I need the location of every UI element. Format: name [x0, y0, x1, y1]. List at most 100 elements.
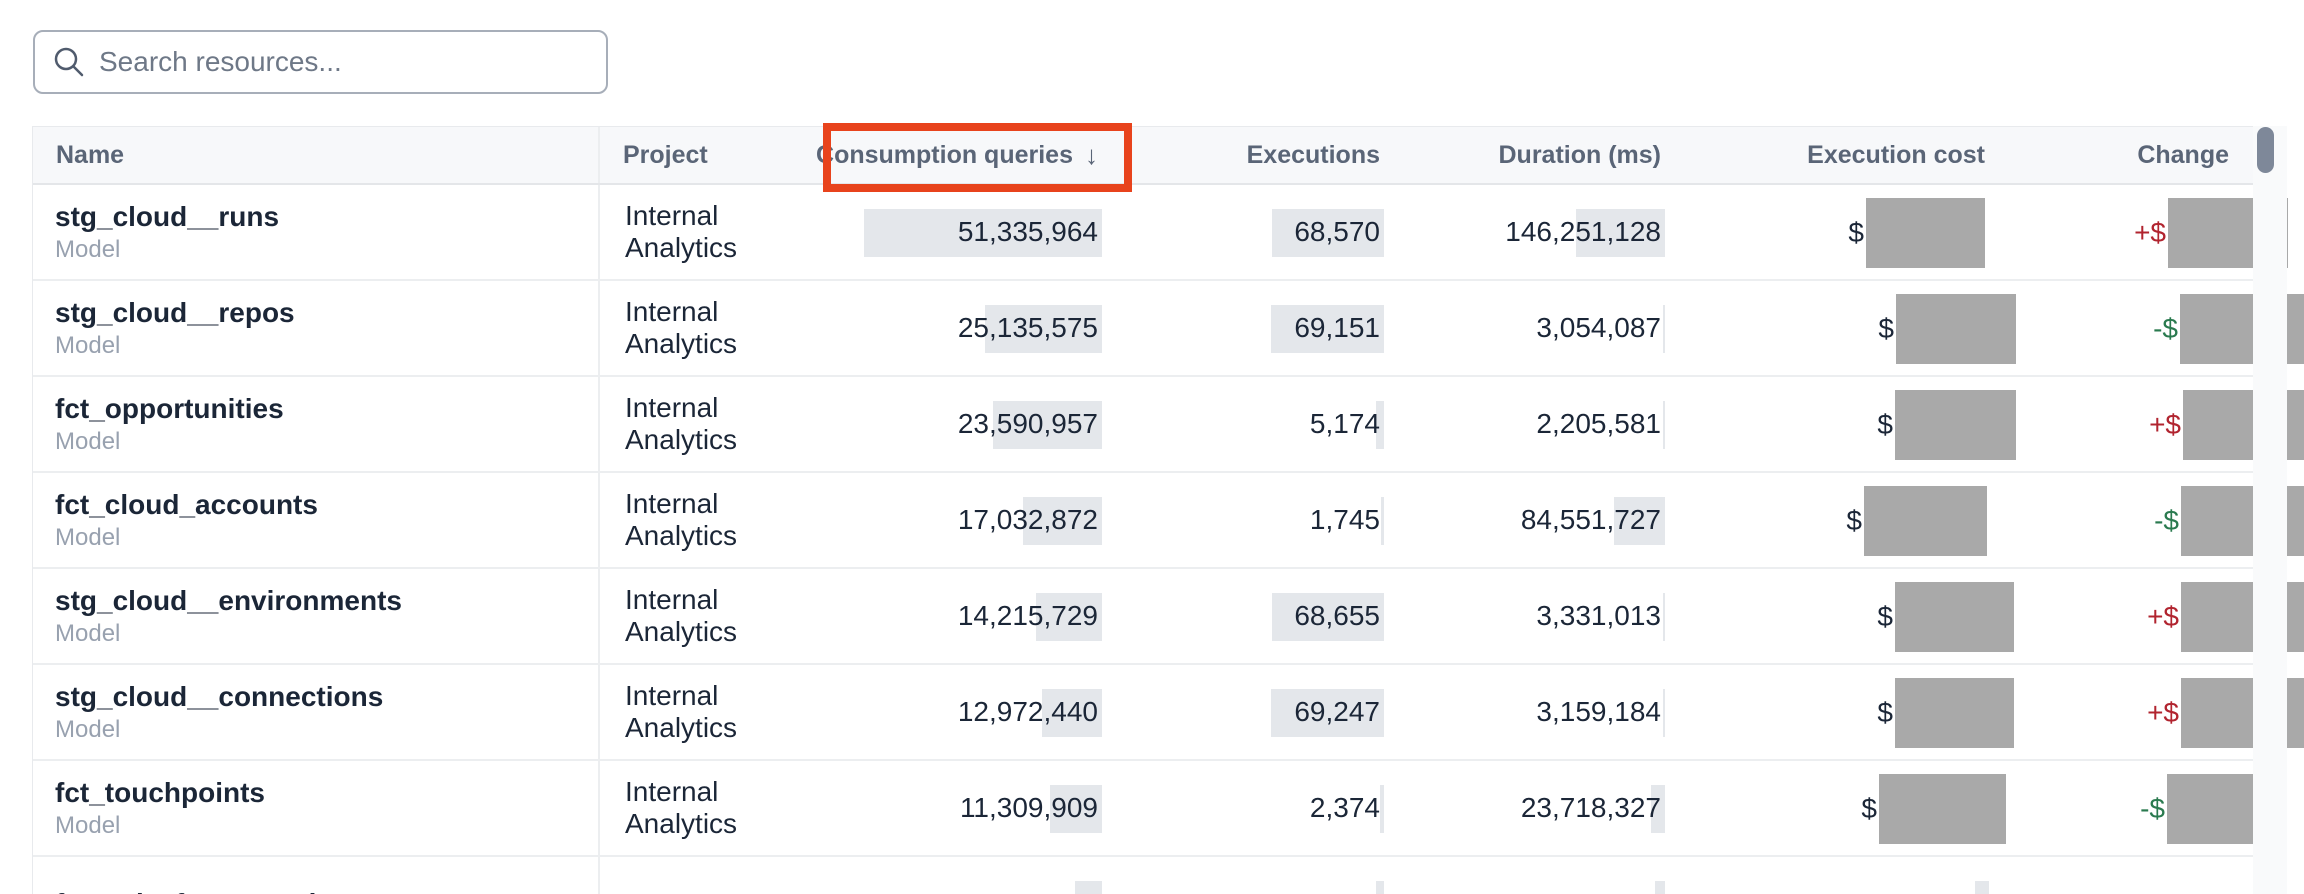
header-label: Project [623, 140, 708, 169]
header-label: Execution cost [1807, 140, 1985, 169]
cell-name: fct_cloud_accounts Model [33, 473, 600, 567]
search-input[interactable] [99, 46, 588, 78]
cell-name: stg_cloud__repos Model [33, 281, 600, 375]
value-heatmap-bar [1042, 689, 1102, 737]
cost-currency-sign: $ [1861, 793, 1877, 824]
table-row[interactable]: stg_cloud__connections Model Internal An… [33, 665, 2304, 761]
header-consumption[interactable]: Consumption queries ↓ [816, 127, 1122, 183]
redacted-cost-value [1895, 390, 2016, 460]
cell-project: Internal Analytics [600, 185, 830, 279]
duration-value: 3,159,184 [1536, 696, 1661, 727]
project-name: Internal Analytics [625, 680, 738, 743]
sort-desc-icon: ↓ [1085, 139, 1098, 170]
resource-name[interactable]: stg_cloud__runs [55, 201, 280, 232]
value-heatmap-bar [864, 209, 1102, 257]
resource-name[interactable]: stg_cloud__repos [55, 297, 295, 328]
search-icon [53, 46, 85, 78]
value-heatmap-bar [1614, 497, 1665, 545]
consumption-value: 11,309,909 [959, 792, 1098, 823]
cell-duration: 146,251,128 [1404, 185, 1685, 279]
resources-table: Name Project Consumption queries ↓ Execution… [32, 126, 2304, 894]
duration-value: 3,054,087 [1536, 312, 1661, 343]
header-project[interactable]: Project [600, 127, 830, 183]
table-row[interactable]: stg_cloud__repos Model Internal Analytic… [33, 281, 2304, 377]
redacted-cost-value [1896, 294, 2016, 364]
resource-name[interactable]: stg_cloud__connections [55, 681, 384, 712]
table-row[interactable]: fct_opportunities Model Internal Analyti… [33, 377, 2304, 473]
resource-type: Model [55, 812, 121, 839]
change-sign: -$ [2153, 313, 2178, 344]
value-heatmap-bar [1651, 785, 1665, 833]
change-sign: +$ [2149, 409, 2181, 440]
duration-value: 3,331,013 [1536, 600, 1661, 631]
scrollbar-track[interactable] [2253, 126, 2287, 894]
cell-consumption: 11,309,909 [830, 761, 1122, 855]
project-name: Internal Analytics [625, 392, 738, 455]
redacted-cost-value [1895, 582, 2014, 652]
change-sign: +$ [2147, 697, 2179, 728]
cost-currency-sign: $ [1878, 313, 1894, 344]
scrollbar-thumb[interactable] [2257, 127, 2274, 173]
cell-duration: 3,054,087 [1404, 281, 1685, 375]
resource-type: Model [55, 716, 121, 743]
header-duration[interactable]: Duration (ms) [1404, 127, 1685, 183]
value-heatmap-bar [1663, 689, 1665, 737]
cell-duration: 23,718,327 [1404, 761, 1685, 855]
change-sign: +$ [2134, 217, 2166, 248]
value-heatmap-bar [1663, 305, 1665, 353]
cell-executions: 69,247 [1122, 665, 1404, 759]
resource-type: Model [55, 428, 121, 455]
header-label: Consumption queries [816, 140, 1073, 169]
cell-executions: 68,655 [1122, 569, 1404, 663]
cell-project: Internal Analytics [600, 761, 830, 855]
cell-consumption [830, 857, 1122, 894]
value-heatmap-bar [985, 305, 1102, 353]
resource-name[interactable]: fct_touchpoints [55, 777, 265, 808]
cell-executions: 2,374 [1122, 761, 1404, 855]
consumption-value: 25,135,575 [957, 312, 1098, 343]
cell-duration: 3,331,013 [1404, 569, 1685, 663]
cell-project: Internal Analytics [600, 569, 830, 663]
header-executions[interactable]: Executions [1122, 127, 1404, 183]
header-change[interactable]: Change [2009, 127, 2253, 183]
value-heatmap-bar [1376, 401, 1384, 449]
cell-name: fct_touchpoints Model [33, 761, 600, 855]
cell-name: fct_salesforce_goals [33, 857, 600, 894]
value-heatmap-bar [1271, 305, 1384, 353]
cell-duration: 3,159,184 [1404, 665, 1685, 759]
header-name[interactable]: Name [33, 127, 600, 183]
table-row[interactable]: fct_cloud_accounts Model Internal Analyt… [33, 473, 2304, 569]
cell-change [2009, 857, 2253, 894]
value-heatmap-bar [1272, 209, 1384, 257]
resource-name[interactable]: fct_opportunities [55, 393, 284, 424]
table-row[interactable]: fct_salesforce_goals [33, 857, 2253, 894]
header-label: Duration (ms) [1498, 140, 1662, 169]
cell-consumption: 25,135,575 [830, 281, 1122, 375]
table-row[interactable]: fct_touchpoints Model Internal Analytics… [33, 761, 2275, 857]
resource-name[interactable]: fct_salesforce_goals [55, 886, 598, 894]
cell-consumption: 12,972,440 [830, 665, 1122, 759]
cell-executions: 69,151 [1122, 281, 1404, 375]
project-name: Internal Analytics [625, 296, 738, 359]
table-row[interactable]: stg_cloud__runs Model Internal Analytics… [33, 185, 2288, 281]
project-name: Internal Analytics [625, 776, 738, 839]
cost-currency-sign: $ [1877, 409, 1893, 440]
redacted-cost-value [1879, 774, 2006, 844]
header-cost[interactable]: Execution cost [1685, 127, 2009, 183]
project-name: Internal Analytics [625, 488, 738, 551]
resource-name[interactable]: fct_cloud_accounts [55, 489, 318, 520]
cell-duration: 84,551,727 [1404, 473, 1685, 567]
value-heatmap-bar [1050, 785, 1102, 833]
table-row[interactable]: stg_cloud__environments Model Internal A… [33, 569, 2304, 665]
consumption-value: 17,032,872 [957, 504, 1098, 535]
executions-value: 5,174 [1309, 408, 1380, 439]
duration-value: 84,551,727 [1520, 504, 1661, 535]
project-name: Internal Analytics [625, 584, 738, 647]
resource-name[interactable]: stg_cloud__environments [55, 585, 402, 616]
value-heatmap-bar [1975, 881, 1989, 894]
resource-type: Model [55, 524, 121, 551]
value-heatmap-bar [1036, 593, 1102, 641]
cell-executions: 1,745 [1122, 473, 1404, 567]
search-box[interactable] [33, 30, 608, 94]
duration-value: 146,251,128 [1505, 216, 1661, 247]
